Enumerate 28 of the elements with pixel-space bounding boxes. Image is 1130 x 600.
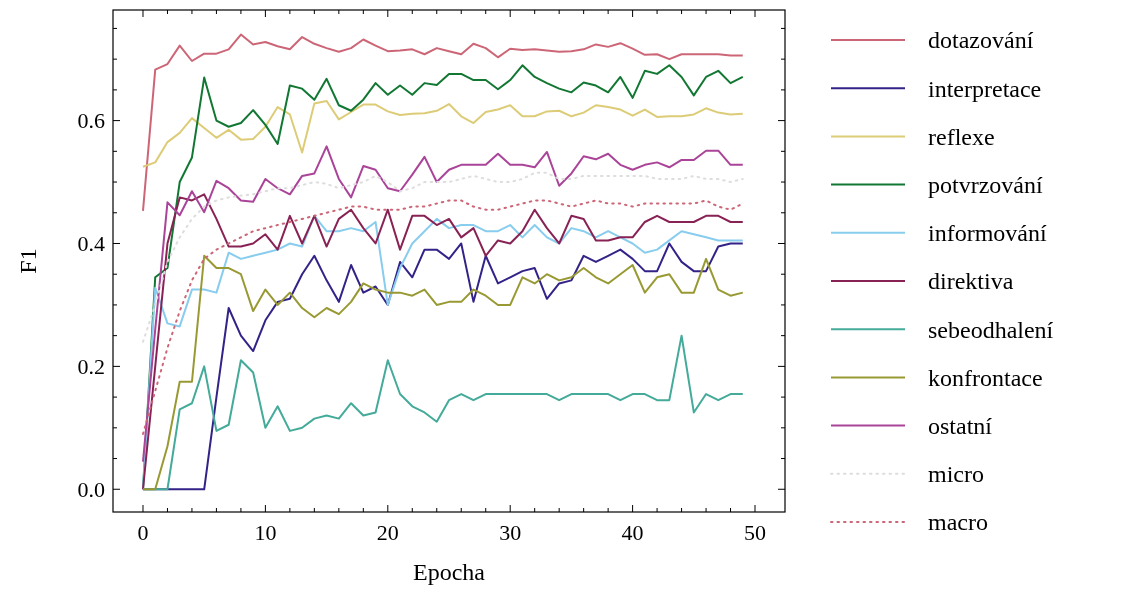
y-tick-label: 0.4 <box>77 231 105 257</box>
legend-label: sebeodhalení <box>928 316 1054 343</box>
x-tick-label: 0 <box>137 520 149 545</box>
y-tick-label: 0.0 <box>77 476 105 502</box>
legend-label: reflexe <box>928 123 995 150</box>
legend-label: informování <box>928 220 1047 247</box>
legend-label: ostatní <box>928 413 993 439</box>
line-series <box>141 33 744 212</box>
line-series <box>141 171 744 343</box>
line-series <box>141 145 744 463</box>
line-series <box>141 99 744 168</box>
x-tick-label: 30 <box>499 520 522 545</box>
legend-label: direktiva <box>928 268 1014 295</box>
legend-label: konfrontace <box>928 364 1043 391</box>
x-tick-label: 50 <box>744 520 767 545</box>
x-tick-label: 40 <box>621 520 644 545</box>
legend-label: micro <box>928 461 984 488</box>
x-tick-label: 20 <box>376 520 399 545</box>
line-series <box>141 199 744 435</box>
y-tick-label: 0.2 <box>77 354 105 380</box>
x-tick-label: 10 <box>254 520 277 545</box>
legend-label: macro <box>928 509 988 536</box>
legend-label: interpretace <box>928 75 1042 102</box>
y-axis-title: F1 <box>15 248 41 274</box>
legend-label: potvrzování <box>928 172 1043 198</box>
y-tick-label: 0.6 <box>77 108 105 134</box>
legend-label: dotazování <box>928 27 1034 54</box>
x-axis-title: Epocha <box>413 559 486 585</box>
